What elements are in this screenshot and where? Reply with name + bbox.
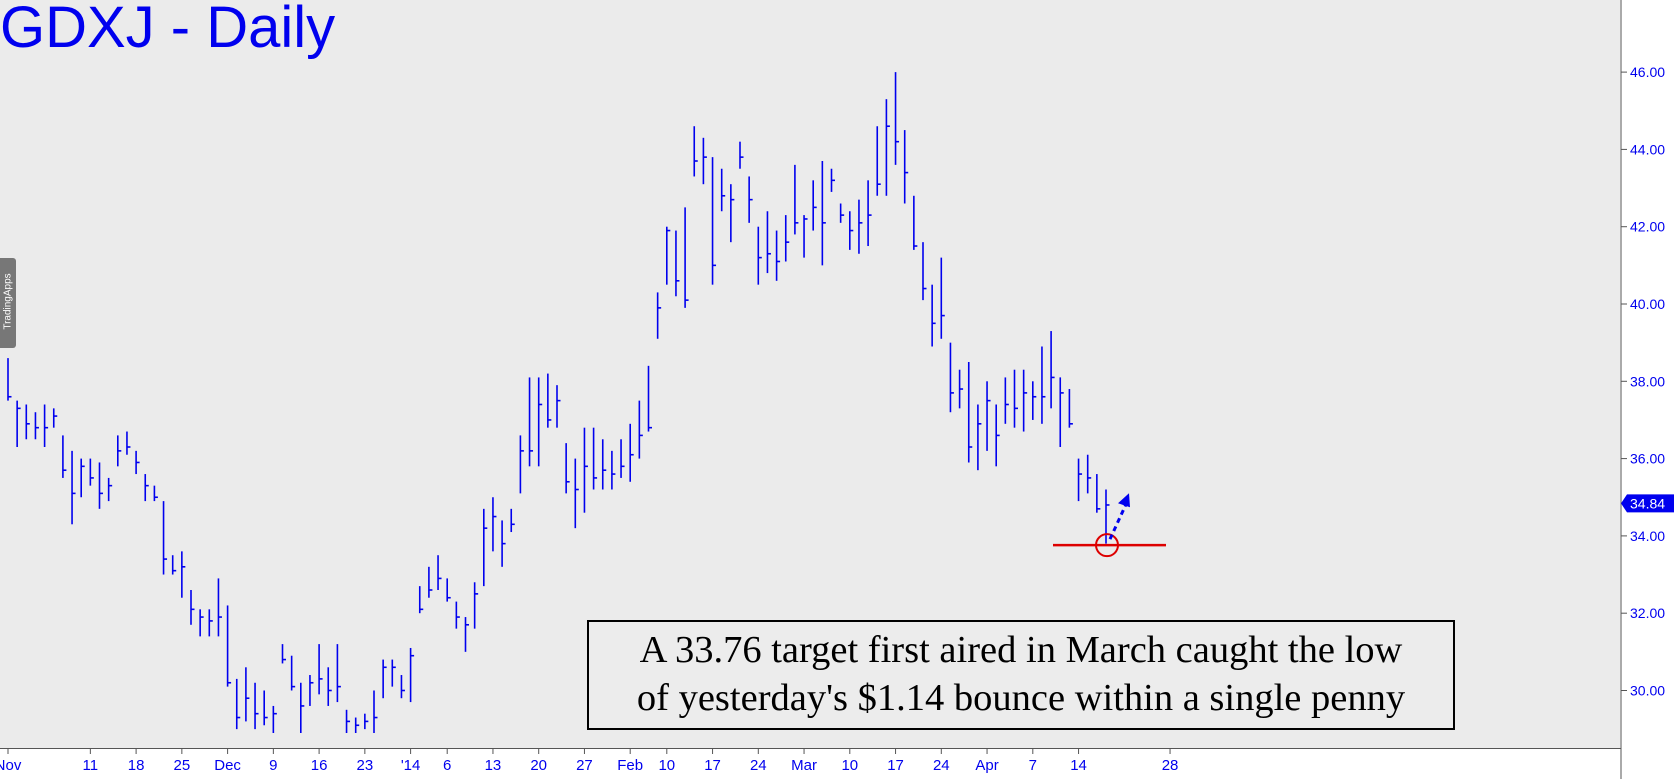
last-price-label: 34.84 bbox=[1630, 495, 1665, 511]
x-tick-label: 25 bbox=[174, 757, 191, 774]
y-tick-label: 36.00 bbox=[1630, 451, 1665, 467]
x-tick-label: 6 bbox=[443, 757, 451, 774]
x-tick-label: Mar bbox=[791, 757, 817, 774]
x-tick-label: 24 bbox=[933, 757, 950, 774]
x-tick-label: 27 bbox=[576, 757, 593, 774]
x-tick-label: Nov bbox=[0, 757, 22, 774]
chart-title: GDXJ - Daily bbox=[0, 0, 336, 60]
y-tick-label: 42.00 bbox=[1630, 219, 1665, 235]
x-tick-label: 10 bbox=[658, 757, 675, 774]
y-tick-label: 46.00 bbox=[1630, 64, 1665, 80]
annotation-box: A 33.76 target first aired in March caug… bbox=[587, 620, 1455, 730]
x-tick-label: 11 bbox=[83, 757, 99, 774]
annotation-line-2: of yesterday's $1.14 bounce within a sin… bbox=[636, 677, 1406, 719]
watermark-text: TradingApps bbox=[2, 273, 14, 330]
y-tick-label: 34.00 bbox=[1630, 528, 1665, 544]
x-tick-label: 16 bbox=[311, 757, 328, 774]
x-tick-label: Feb bbox=[617, 757, 643, 774]
watermark-tab: TradingApps bbox=[0, 258, 16, 348]
x-tick-label: 23 bbox=[357, 757, 374, 774]
x-tick-label: 24 bbox=[750, 757, 767, 774]
x-tick-label: Apr bbox=[975, 757, 998, 774]
x-tick-label: 28 bbox=[1162, 757, 1179, 774]
bounce-arrow-head bbox=[1118, 493, 1130, 508]
x-tick-label: 10 bbox=[841, 757, 858, 774]
y-tick-label: 38.00 bbox=[1630, 373, 1665, 389]
y-tick-label: 30.00 bbox=[1630, 682, 1665, 698]
annotation-line-1: A 33.76 target first aired in March caug… bbox=[639, 629, 1403, 671]
x-tick-label: 18 bbox=[128, 757, 145, 774]
x-tick-label: Dec bbox=[214, 757, 241, 774]
x-tick-label: 7 bbox=[1029, 757, 1037, 774]
bounce-arrow-shaft bbox=[1108, 503, 1128, 540]
x-tick-label: '14 bbox=[401, 757, 421, 774]
y-tick-label: 32.00 bbox=[1630, 605, 1665, 621]
y-tick-label: 40.00 bbox=[1630, 296, 1665, 312]
x-tick-label: 9 bbox=[269, 757, 277, 774]
x-tick-label: 13 bbox=[485, 757, 502, 774]
last-price-badge bbox=[1621, 494, 1674, 513]
x-tick-label: 14 bbox=[1070, 757, 1087, 774]
y-tick-label: 44.00 bbox=[1630, 141, 1665, 157]
x-tick-label: 17 bbox=[704, 757, 721, 774]
x-tick-label: 20 bbox=[530, 757, 547, 774]
target-circle bbox=[1095, 533, 1119, 558]
x-tick-label: 17 bbox=[887, 757, 904, 774]
